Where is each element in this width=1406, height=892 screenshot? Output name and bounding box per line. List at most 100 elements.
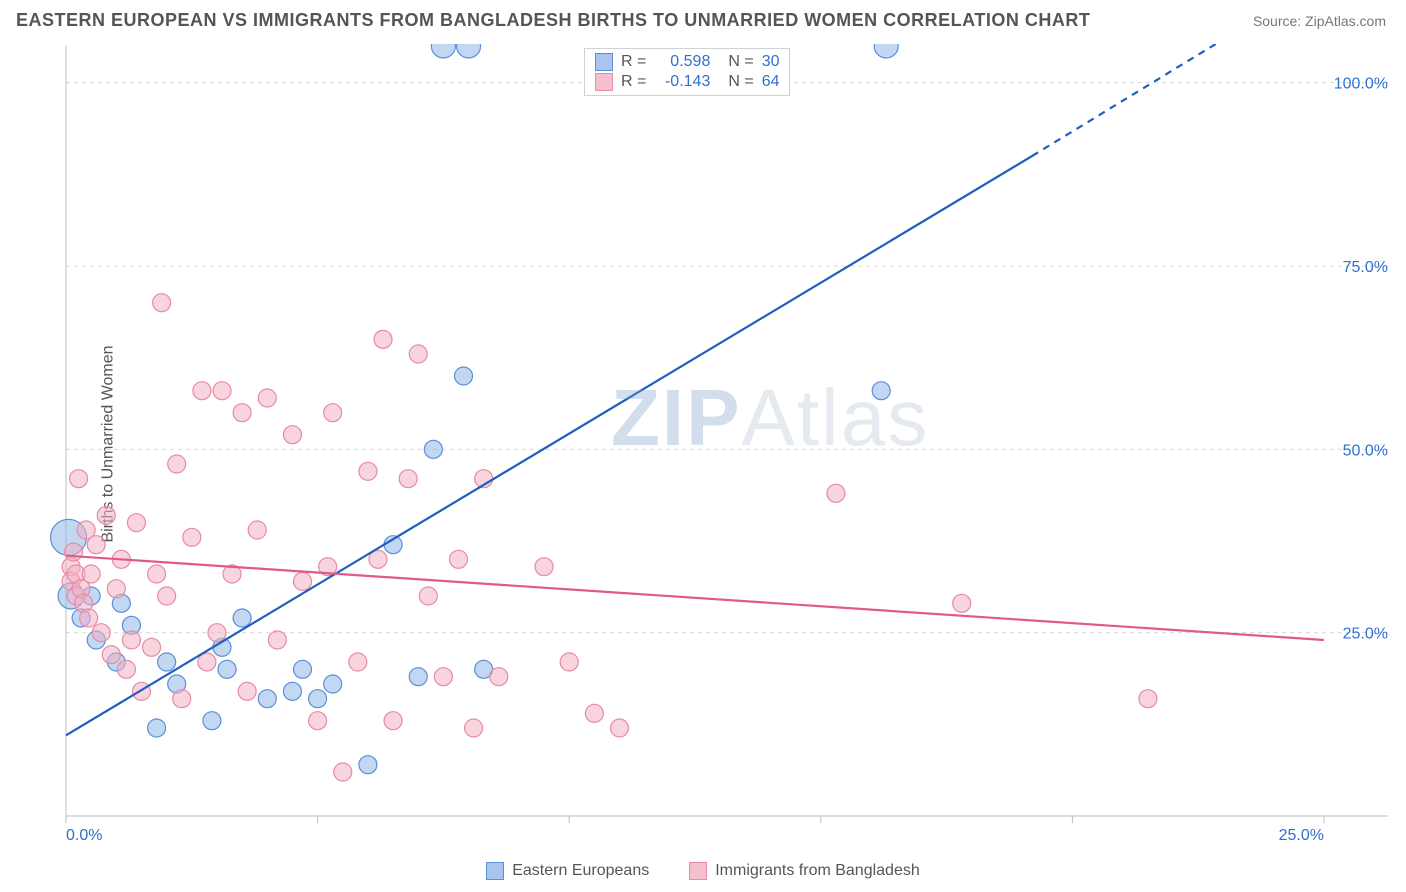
data-point: [158, 653, 176, 671]
data-point: [384, 712, 402, 730]
n-label: N =: [728, 73, 753, 91]
data-point: [434, 668, 452, 686]
data-point: [424, 440, 442, 458]
legend-item: Immigrants from Bangladesh: [689, 862, 920, 880]
data-point: [168, 455, 186, 473]
data-point: [334, 763, 352, 781]
data-point: [359, 756, 377, 774]
data-point: [953, 594, 971, 612]
legend-label: Eastern Europeans: [512, 862, 649, 880]
data-point: [213, 382, 231, 400]
legend-swatch: [595, 73, 613, 91]
data-point: [233, 404, 251, 422]
data-point: [294, 660, 312, 678]
x-tick-label: 25.0%: [1279, 827, 1324, 844]
data-point: [455, 367, 473, 385]
chart-area: Births to Unmarried Women 25.0%50.0%75.0…: [44, 44, 1394, 844]
legend-label: Immigrants from Bangladesh: [715, 862, 920, 880]
data-point: [143, 638, 161, 656]
data-point: [560, 653, 578, 671]
trend-line: [66, 556, 1324, 640]
data-point: [535, 558, 553, 576]
chart-title: EASTERN EUROPEAN VS IMMIGRANTS FROM BANG…: [16, 10, 1090, 31]
data-point: [419, 587, 437, 605]
data-point: [872, 382, 890, 400]
scatter-plot: 25.0%50.0%75.0%100.0%0.0%25.0%: [44, 44, 1394, 844]
data-point: [409, 345, 427, 363]
data-point: [107, 580, 125, 598]
n-value: 64: [762, 73, 780, 91]
data-point: [153, 294, 171, 312]
y-tick-label: 75.0%: [1343, 259, 1388, 276]
data-point: [1139, 690, 1157, 708]
legend-swatch: [486, 862, 504, 880]
data-point: [117, 660, 135, 678]
n-value: 30: [762, 53, 780, 71]
data-point: [203, 712, 221, 730]
data-point: [218, 660, 236, 678]
data-point: [102, 646, 120, 664]
data-point: [92, 624, 110, 642]
trend-line: [66, 156, 1032, 735]
data-point: [183, 528, 201, 546]
data-point: [399, 470, 417, 488]
data-point: [258, 389, 276, 407]
data-point: [457, 44, 481, 58]
data-point: [283, 682, 301, 700]
data-point: [238, 682, 256, 700]
chart-source: Source: ZipAtlas.com: [1253, 13, 1386, 29]
data-point: [294, 572, 312, 590]
data-point: [827, 484, 845, 502]
data-point: [611, 719, 629, 737]
data-point: [80, 609, 98, 627]
data-point: [409, 668, 427, 686]
legend-item: Eastern Europeans: [486, 862, 649, 880]
data-point: [431, 44, 455, 58]
data-point: [449, 550, 467, 568]
data-point: [585, 704, 603, 722]
data-point: [258, 690, 276, 708]
data-point: [87, 536, 105, 554]
data-point: [324, 675, 342, 693]
data-point: [309, 712, 327, 730]
data-point: [490, 668, 508, 686]
y-tick-label: 50.0%: [1343, 442, 1388, 459]
stat-row: R = -0.143 N = 64: [595, 73, 779, 91]
r-label: R =: [621, 73, 646, 91]
data-point: [70, 470, 88, 488]
data-point: [173, 690, 191, 708]
data-point: [158, 587, 176, 605]
data-point: [268, 631, 286, 649]
stat-row: R = 0.598 N = 30: [595, 53, 779, 71]
data-point: [465, 719, 483, 737]
data-point: [97, 506, 115, 524]
chart-header: EASTERN EUROPEAN VS IMMIGRANTS FROM BANG…: [0, 0, 1406, 37]
legend-swatch: [689, 862, 707, 880]
trend-line-extrapolated: [1032, 44, 1248, 156]
data-point: [122, 631, 140, 649]
n-label: N =: [728, 53, 753, 71]
legend-swatch: [595, 53, 613, 71]
data-point: [874, 44, 898, 58]
data-point: [248, 521, 266, 539]
data-point: [127, 514, 145, 532]
data-point: [283, 426, 301, 444]
data-point: [349, 653, 367, 671]
data-point: [82, 565, 100, 583]
data-point: [233, 609, 251, 627]
data-point: [374, 330, 392, 348]
data-point: [324, 404, 342, 422]
y-tick-label: 25.0%: [1343, 626, 1388, 643]
data-point: [65, 543, 83, 561]
data-point: [148, 719, 166, 737]
r-value: -0.143: [654, 73, 710, 91]
data-point: [148, 565, 166, 583]
x-tick-label: 0.0%: [66, 827, 102, 844]
data-point: [193, 382, 211, 400]
bottom-legend: Eastern Europeans Immigrants from Banglad…: [0, 862, 1406, 880]
r-value: 0.598: [654, 53, 710, 71]
correlation-stat-box: R = 0.598 N = 30 R = -0.143 N = 64: [584, 48, 790, 96]
r-label: R =: [621, 53, 646, 71]
data-point: [208, 624, 226, 642]
data-point: [359, 462, 377, 480]
